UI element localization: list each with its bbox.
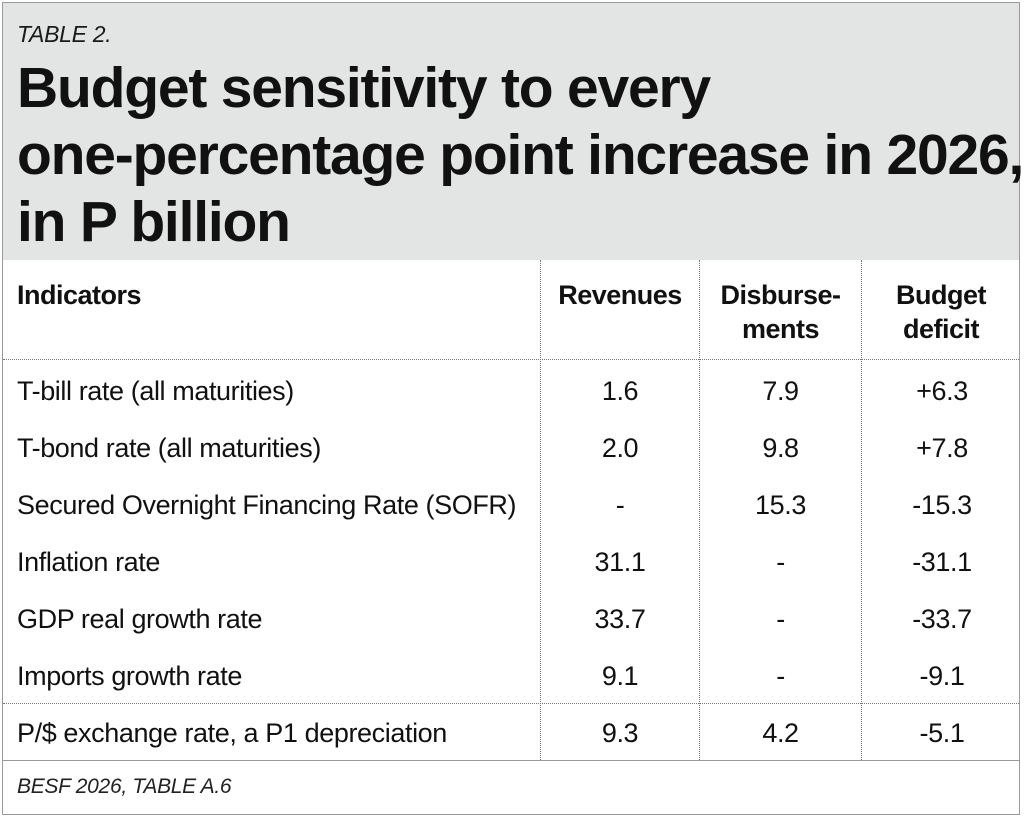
cell-indicator: Secured Overnight Financing Rate (SOFR): [17, 490, 517, 520]
column-header-indicators: Indicators: [17, 280, 142, 310]
cell-disbursements: -: [776, 604, 785, 634]
cell-indicator: P/$ exchange rate, a P1 depreciation: [17, 718, 447, 748]
cell-indicator: T-bill rate (all maturities): [17, 376, 294, 406]
cell-disbursements: -: [776, 661, 785, 691]
cell-disbursements: 9.8: [762, 433, 799, 463]
cell-deficit: -5.1: [919, 718, 965, 748]
table-row: GDP real growth rate 33.7 - -33.7: [3, 591, 1019, 647]
cell-indicator: GDP real growth rate: [17, 604, 263, 634]
cell-indicator: T-bond rate (all maturities): [17, 433, 321, 463]
cell-deficit: -15.3: [912, 490, 972, 520]
cell-deficit: +6.3: [916, 376, 968, 406]
table-row: P/$ exchange rate, a P1 depreciation 9.3…: [3, 705, 1019, 761]
title-line: Budget sensitivity to every: [17, 56, 711, 120]
title-line: one-percentage point increase in 2026,: [17, 123, 1024, 187]
table-row: Secured Overnight Financing Rate (SOFR) …: [3, 477, 1019, 533]
cell-disbursements: -: [776, 547, 785, 577]
row-divider: [3, 703, 1019, 704]
column-header-revenues: Revenues: [558, 280, 682, 310]
table-title: Budget sensitivity to every one-percenta…: [17, 55, 1024, 256]
cell-revenues: -: [615, 490, 625, 520]
table-row: Imports growth rate 9.1 - -9.1: [3, 648, 1019, 704]
table-header: TABLE 2. Budget sensitivity to every one…: [3, 3, 1024, 260]
column-divider: [699, 260, 700, 760]
header-divider: [3, 359, 1019, 360]
cell-indicator: Inflation rate: [17, 547, 160, 577]
cell-deficit: -9.1: [919, 661, 965, 691]
header-line: deficit: [902, 314, 980, 344]
cell-indicator: Imports growth rate: [17, 661, 242, 691]
footer-divider: [3, 760, 1019, 761]
column-divider: [861, 260, 862, 760]
cell-revenues: 33.7: [594, 604, 646, 634]
table-row: T-bill rate (all maturities) 1.6 7.9 +6.…: [3, 363, 1019, 419]
cell-deficit: -31.1: [912, 547, 972, 577]
column-divider: [540, 260, 541, 760]
cell-revenues: 31.1: [594, 547, 646, 577]
cell-revenues: 9.3: [601, 718, 639, 748]
table-row: T-bond rate (all maturities) 2.0 9.8 +7.…: [3, 420, 1019, 476]
column-header-deficit: Budget deficit: [861, 278, 1021, 346]
cell-deficit: +7.8: [916, 433, 968, 463]
title-line: in P billion: [17, 190, 291, 254]
source-note: BESF 2026, TABLE A.6: [17, 775, 232, 798]
column-header-disbursements: Disburse- ments: [699, 278, 862, 346]
header-line: ments: [741, 314, 820, 344]
cell-revenues: 1.6: [601, 376, 639, 406]
cell-revenues: 9.1: [601, 661, 639, 691]
cell-revenues: 2.0: [601, 433, 639, 463]
header-line: Disburse-: [720, 280, 841, 310]
cell-deficit: -33.7: [912, 604, 972, 634]
cell-disbursements: 4.2: [762, 718, 799, 748]
cell-disbursements: 7.9: [762, 376, 799, 406]
cell-disbursements: 15.3: [755, 490, 806, 520]
table-row: Inflation rate 31.1 - -31.1: [3, 534, 1019, 590]
table-number: TABLE 2.: [17, 21, 112, 47]
header-line: Budget: [896, 280, 986, 310]
